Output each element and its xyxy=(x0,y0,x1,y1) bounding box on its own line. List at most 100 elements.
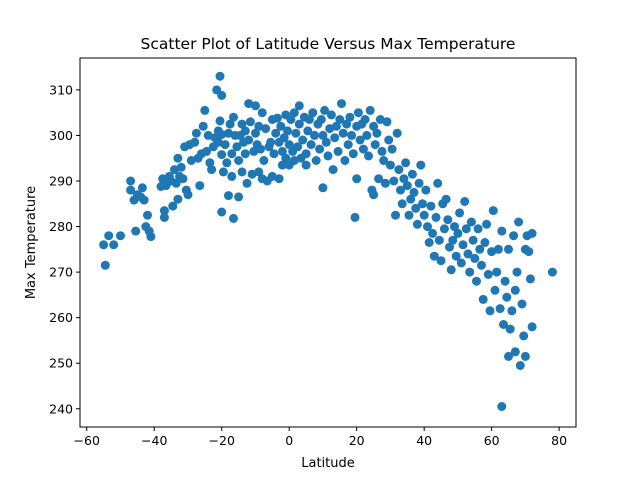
data-point xyxy=(512,267,522,277)
data-point xyxy=(207,165,217,175)
chart-title: Scatter Plot of Latitude Versus Max Temp… xyxy=(141,35,516,53)
y-tick-label: 270 xyxy=(49,265,73,280)
data-point xyxy=(448,235,458,245)
data-point xyxy=(519,331,529,341)
data-point xyxy=(176,162,186,172)
data-point xyxy=(310,130,319,140)
data-point xyxy=(520,351,530,361)
data-point xyxy=(488,206,498,216)
y-tick-label: 290 xyxy=(49,174,73,189)
data-point xyxy=(345,112,355,122)
data-point xyxy=(419,210,429,220)
data-point xyxy=(220,140,230,150)
data-point xyxy=(205,158,215,168)
data-point xyxy=(229,213,238,223)
data-point xyxy=(473,224,483,234)
data-point xyxy=(504,351,513,361)
data-point xyxy=(433,178,443,188)
data-point xyxy=(401,158,411,168)
x-axis-label: Latitude xyxy=(301,456,355,471)
data-point xyxy=(497,226,507,236)
data-point xyxy=(266,137,276,147)
data-point xyxy=(281,153,291,163)
y-tick-label: 260 xyxy=(49,310,73,325)
data-point xyxy=(392,128,402,138)
data-point xyxy=(159,212,169,222)
data-point xyxy=(186,156,196,165)
data-point xyxy=(168,201,178,211)
data-point xyxy=(446,265,456,275)
data-point xyxy=(389,176,399,186)
data-point xyxy=(195,181,205,191)
data-point xyxy=(222,158,232,168)
data-point xyxy=(191,128,201,138)
data-point xyxy=(283,126,292,136)
data-point xyxy=(461,224,471,234)
data-point xyxy=(475,244,485,254)
data-point xyxy=(337,99,346,109)
data-point xyxy=(245,117,255,127)
data-point xyxy=(244,135,254,145)
data-point xyxy=(171,178,181,188)
data-point xyxy=(202,146,211,156)
data-point xyxy=(416,160,426,170)
data-point xyxy=(453,228,463,238)
data-point xyxy=(497,402,507,411)
data-point xyxy=(369,190,379,200)
data-point xyxy=(342,119,352,129)
data-point xyxy=(407,169,417,179)
data-point xyxy=(289,108,299,118)
data-point xyxy=(547,267,557,277)
data-point xyxy=(306,140,316,150)
data-point xyxy=(396,185,405,195)
data-point xyxy=(318,183,328,193)
data-point xyxy=(254,167,264,177)
data-point xyxy=(418,199,427,209)
data-point xyxy=(365,105,375,115)
data-point xyxy=(436,256,446,266)
x-tick-label: 0 xyxy=(285,433,293,448)
data-point xyxy=(500,276,510,286)
data-point xyxy=(316,115,326,124)
data-point xyxy=(227,149,237,159)
data-point xyxy=(293,142,303,152)
data-point xyxy=(326,110,336,120)
data-point xyxy=(472,276,481,286)
data-point xyxy=(254,121,264,131)
data-point xyxy=(251,101,260,111)
data-point xyxy=(387,144,397,154)
data-point xyxy=(370,140,380,150)
y-tick-label: 300 xyxy=(49,128,73,143)
data-point xyxy=(451,251,461,261)
data-point xyxy=(380,178,390,188)
data-point xyxy=(198,121,208,131)
data-point xyxy=(274,174,284,184)
data-point xyxy=(485,306,495,316)
data-point xyxy=(333,146,343,156)
data-point xyxy=(237,119,247,129)
data-point xyxy=(445,242,454,252)
data-point xyxy=(364,151,373,161)
data-point xyxy=(517,299,527,309)
data-point xyxy=(385,160,395,170)
data-point xyxy=(493,244,503,254)
data-point xyxy=(279,133,289,143)
data-point xyxy=(406,194,416,204)
data-point xyxy=(257,108,267,118)
x-tick-label: 60 xyxy=(484,433,500,448)
data-point xyxy=(428,228,438,238)
x-tick-label: 40 xyxy=(416,433,432,448)
data-point xyxy=(215,71,225,81)
data-point xyxy=(527,228,537,238)
data-point xyxy=(411,203,421,213)
data-point xyxy=(104,231,114,241)
y-tick-label: 280 xyxy=(49,219,73,234)
data-point xyxy=(286,115,296,124)
data-point xyxy=(244,99,254,109)
data-point xyxy=(256,144,265,154)
data-point xyxy=(261,124,271,134)
data-point xyxy=(443,215,453,225)
data-point xyxy=(217,150,227,160)
data-point xyxy=(369,121,379,131)
data-point xyxy=(100,260,110,270)
